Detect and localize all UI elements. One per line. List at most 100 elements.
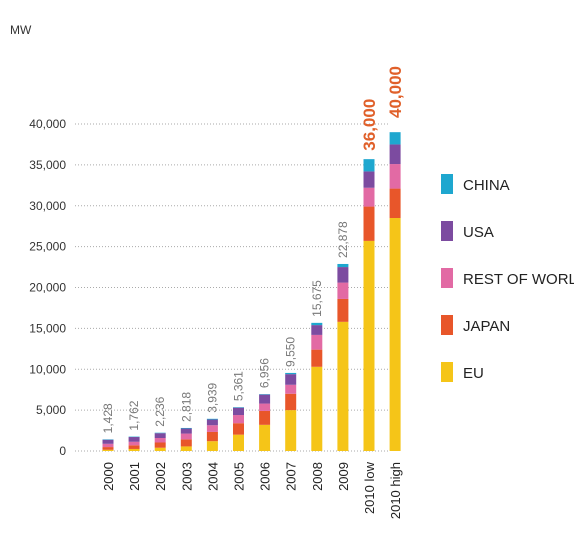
y-tick-label: 5,000 (36, 403, 66, 417)
bar-segment (337, 298, 349, 322)
x-tick-label: 2004 (205, 462, 220, 491)
x-tick-label: 2000 (101, 462, 116, 491)
bar-segment (154, 433, 166, 439)
total-label: 15,675 (310, 280, 324, 317)
bar-segment (259, 403, 271, 411)
y-tick-label: 35,000 (29, 158, 66, 172)
bar-segment (102, 439, 114, 444)
bar-segment (337, 321, 349, 451)
bar-segment (259, 424, 271, 451)
x-tick-label: 2006 (258, 462, 273, 491)
y-tick-label: 10,000 (29, 362, 66, 376)
bar-segment (128, 437, 140, 442)
bar-segment (285, 372, 297, 375)
bar-segment (206, 441, 218, 451)
bar-segment (285, 393, 297, 411)
bar-segment (389, 164, 401, 189)
legend-label: CHINA (463, 177, 510, 194)
bar-segment (128, 445, 140, 449)
total-label: 36,000 (360, 99, 379, 151)
bar-segment (311, 334, 323, 350)
bar-segment (311, 366, 323, 451)
bar-segment (311, 349, 323, 367)
bar-segment (259, 410, 271, 425)
total-label: 6,956 (258, 358, 272, 388)
bar-segment (233, 423, 244, 435)
bar-segment (233, 407, 244, 416)
legend-label: EU (463, 365, 484, 382)
bar-segment (128, 441, 140, 446)
bar-segment (363, 240, 375, 451)
bar-segment (154, 438, 166, 443)
bar-segment (389, 218, 401, 451)
total-label: 9,550 (284, 337, 298, 367)
bar-segment (311, 325, 323, 335)
bar-segment (206, 431, 218, 442)
bar-segment (337, 263, 349, 268)
bar-segment (154, 442, 166, 448)
y-tick-label: 15,000 (29, 321, 66, 335)
bar-segment (285, 384, 297, 394)
bar-segment (259, 394, 271, 404)
x-tick-label: 2005 (232, 462, 247, 491)
bar-segment (363, 171, 375, 188)
total-label: 2,818 (179, 392, 193, 422)
total-label: 2,236 (153, 396, 167, 426)
total-label: 40,000 (386, 66, 405, 118)
x-tick-label: 2008 (310, 462, 325, 491)
bar-segment (285, 374, 297, 385)
bar-segment (285, 410, 297, 451)
bar-segment (180, 433, 192, 440)
x-tick-label: 2003 (179, 462, 194, 491)
bar-segment (389, 144, 401, 165)
y-tick-label: 0 (59, 444, 66, 458)
bar-segment (363, 187, 375, 207)
bar-segment (102, 449, 114, 451)
y-axis-label: MW (10, 23, 32, 37)
x-tick-label: 2001 (127, 462, 142, 491)
x-tick-label: 2002 (153, 462, 168, 491)
bar-segment (389, 188, 401, 219)
bar-segment (180, 439, 192, 447)
bar-segment (206, 419, 218, 426)
legend-label: JAPAN (463, 318, 510, 335)
x-tick-label: 2009 (336, 462, 351, 491)
legend-label: USA (463, 224, 494, 241)
bar-segment (102, 447, 114, 450)
x-tick-label: 2010 high (388, 462, 403, 519)
bar-segment (363, 159, 375, 172)
total-label: 22,878 (336, 221, 350, 258)
bar-segment (389, 132, 401, 145)
y-tick-label: 40,000 (29, 117, 66, 131)
legend-swatch (441, 268, 453, 288)
bar-segment (154, 447, 166, 451)
bar-segment (337, 267, 349, 283)
bar-segment (102, 443, 114, 448)
legend-swatch (441, 221, 453, 241)
bar-segment (206, 418, 218, 420)
bar-segment (233, 434, 244, 451)
bar-segment (128, 448, 140, 451)
total-label: 3,939 (205, 382, 219, 412)
legend-swatch (441, 174, 453, 194)
y-tick-label: 25,000 (29, 240, 66, 254)
bar-segment (311, 322, 323, 326)
legend-swatch (441, 315, 453, 335)
bar-segment (206, 425, 218, 432)
x-tick-label: 2010 low (362, 461, 377, 514)
y-tick-label: 20,000 (29, 281, 66, 295)
legend-label: REST OF WORLD (463, 271, 574, 288)
bar-segment (180, 427, 192, 429)
total-label: 5,361 (232, 371, 246, 401)
legend-swatch (441, 362, 453, 382)
bar-segment (233, 415, 244, 424)
total-label: 1,762 (127, 400, 141, 430)
total-label: 1,428 (101, 403, 115, 433)
bar-segment (180, 446, 192, 451)
y-tick-label: 30,000 (29, 199, 66, 213)
x-tick-label: 2007 (284, 462, 299, 491)
bar-segment (180, 428, 192, 434)
bar-segment (363, 206, 375, 241)
bar-segment (337, 282, 349, 299)
